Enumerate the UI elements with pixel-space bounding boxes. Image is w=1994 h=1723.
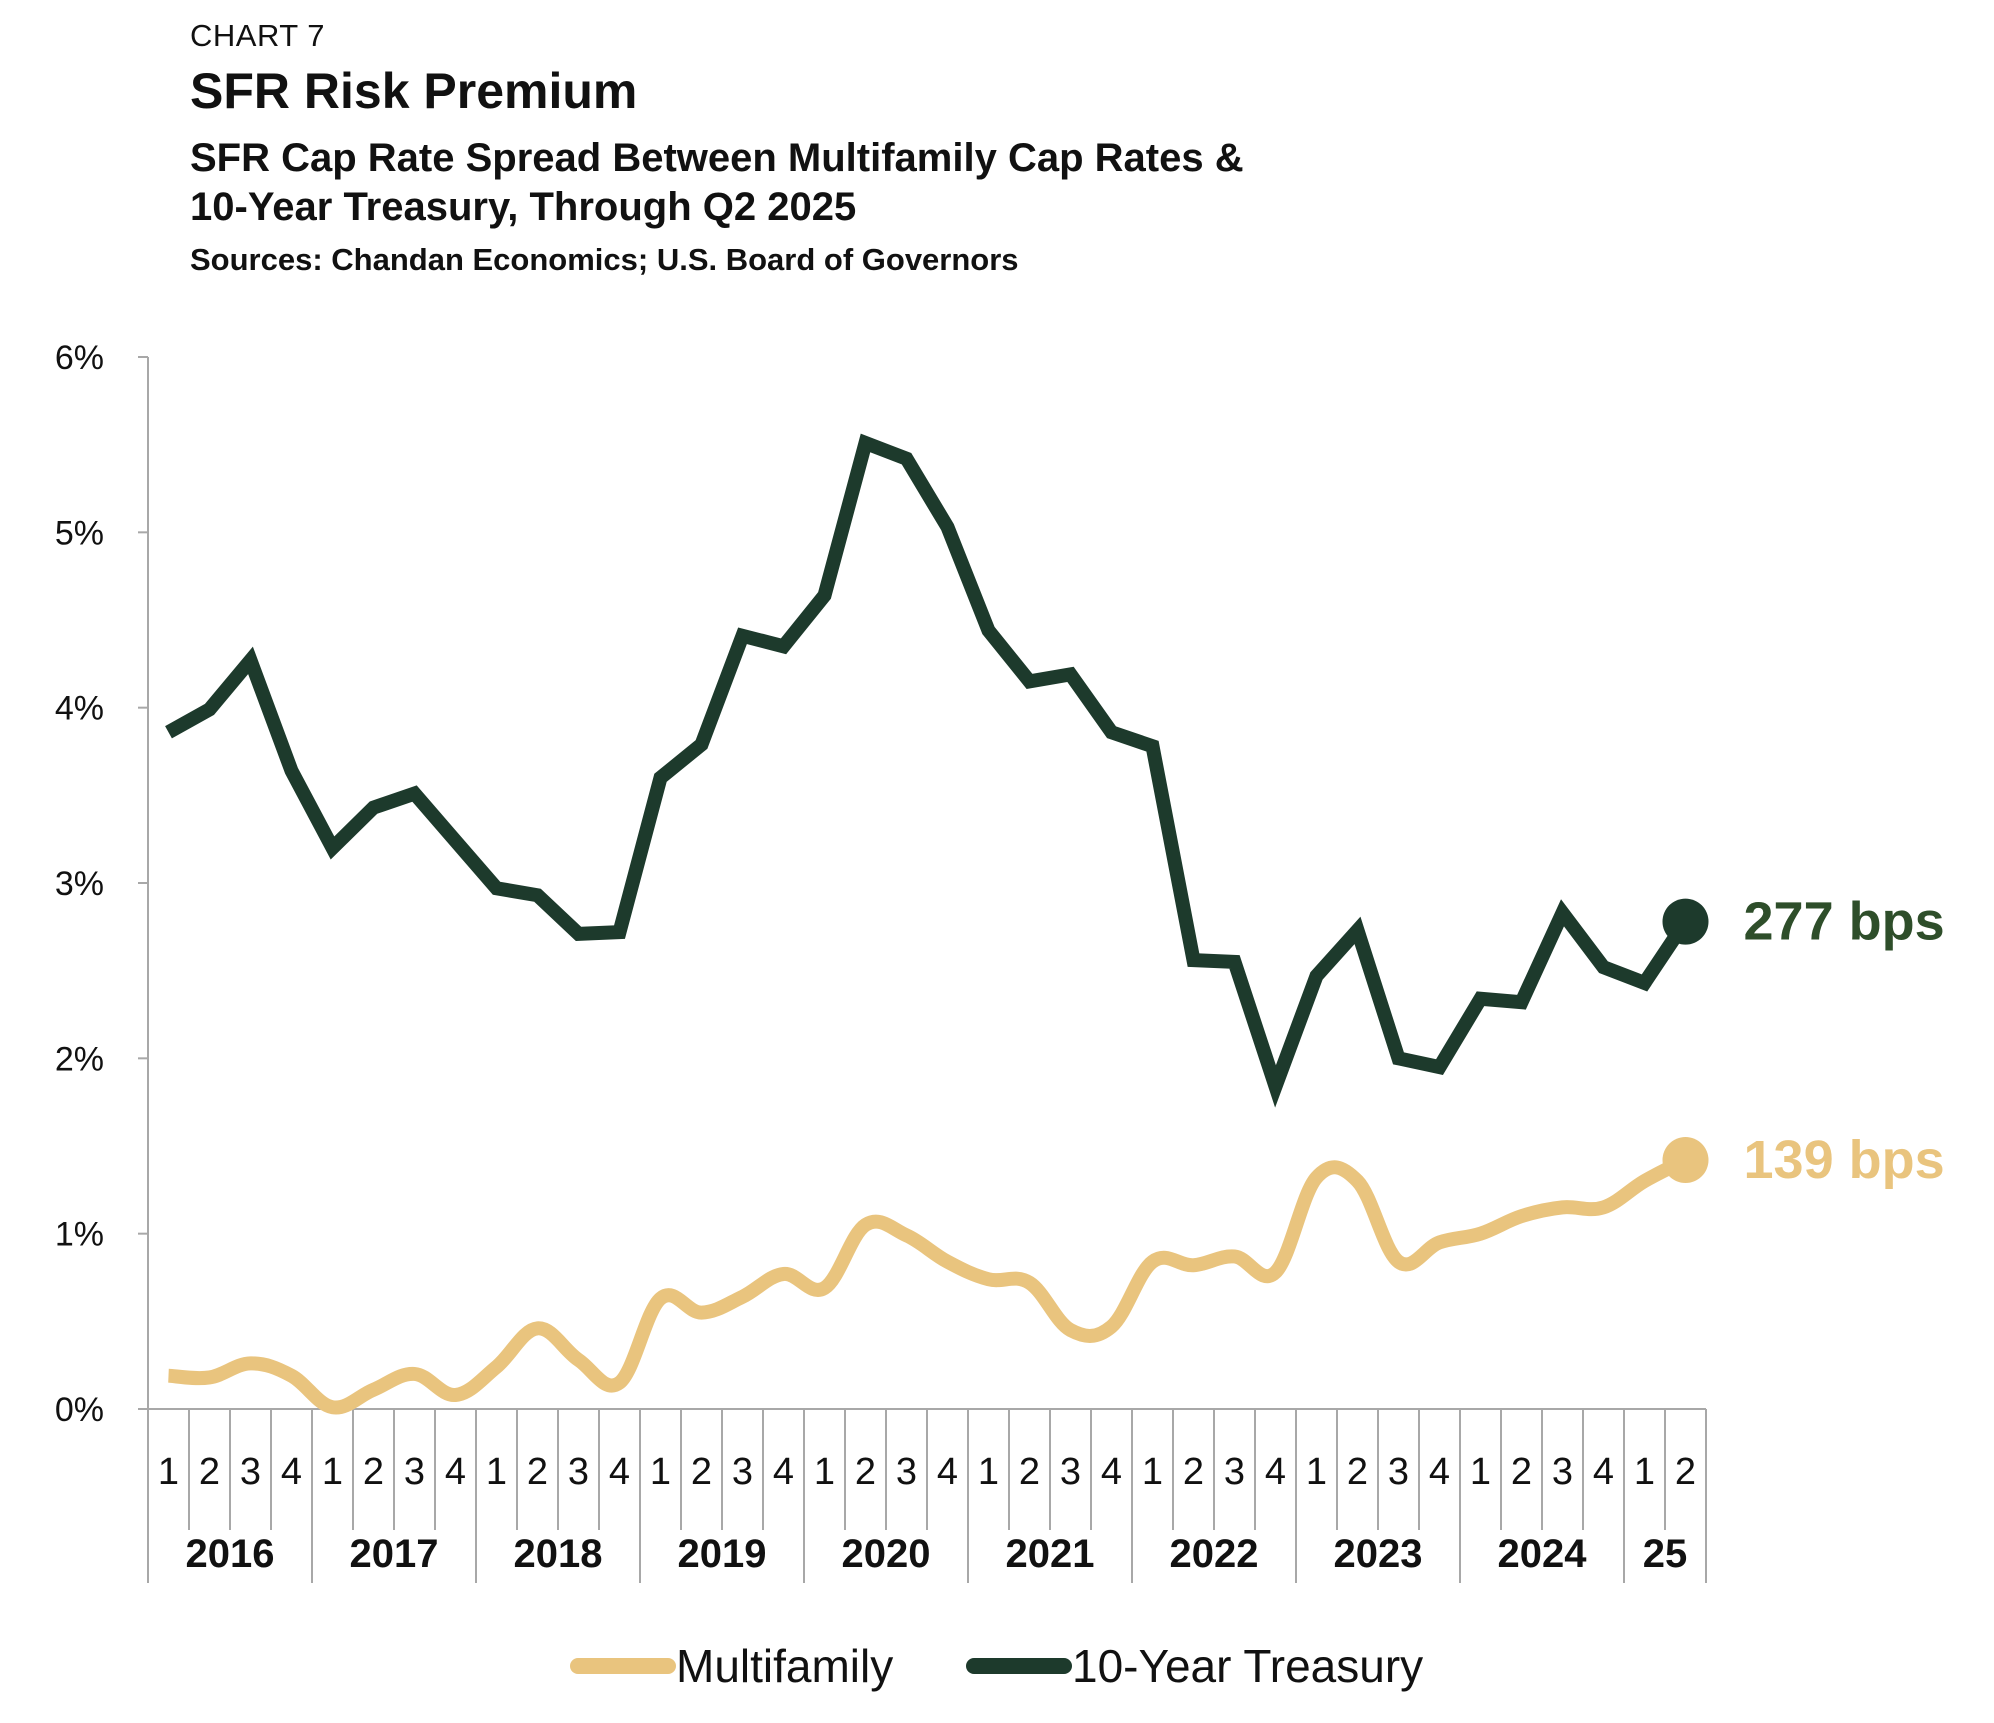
legend: Multifamily 10-Year Treasury bbox=[570, 1640, 1423, 1692]
x-quarter-label: 2 bbox=[691, 1451, 712, 1493]
x-year-label: 2021 bbox=[1006, 1532, 1095, 1576]
x-year-label: 25 bbox=[1643, 1532, 1688, 1576]
y-tick-label: 5% bbox=[55, 514, 104, 552]
end-label-multifamily: 139 bps bbox=[1744, 1130, 1945, 1190]
x-quarter-label: 1 bbox=[814, 1451, 835, 1493]
x-quarter-label: 1 bbox=[650, 1451, 671, 1493]
x-quarter-label: 4 bbox=[773, 1451, 794, 1493]
x-quarter-label: 4 bbox=[1593, 1451, 1614, 1493]
x-year-label: 2016 bbox=[186, 1532, 275, 1576]
x-year-label: 2017 bbox=[350, 1532, 439, 1576]
x-quarter-label: 1 bbox=[1306, 1451, 1327, 1493]
chart-source: Sources: Chandan Economics; U.S. Board o… bbox=[190, 241, 1019, 277]
x-quarter-label: 4 bbox=[1429, 1451, 1450, 1493]
y-tick-label: 4% bbox=[55, 690, 104, 728]
x-quarter-label: 4 bbox=[1265, 1451, 1286, 1493]
x-quarter-label: 2 bbox=[855, 1451, 876, 1493]
x-quarter-label: 3 bbox=[1060, 1451, 1081, 1493]
x-quarter-label: 2 bbox=[1511, 1451, 1532, 1493]
y-tick-label: 6% bbox=[55, 339, 104, 377]
x-quarter-label: 1 bbox=[978, 1451, 999, 1493]
x-quarter-label: 2 bbox=[363, 1451, 384, 1493]
x-quarter-label: 1 bbox=[1634, 1451, 1655, 1493]
chart-subtitle: SFR Cap Rate Spread Between Multifamily … bbox=[190, 134, 1490, 232]
x-quarter-label: 1 bbox=[322, 1451, 343, 1493]
x-quarter-label: 2 bbox=[199, 1451, 220, 1493]
x-year-label: 2020 bbox=[842, 1532, 931, 1576]
x-quarter-label: 3 bbox=[896, 1451, 917, 1493]
x-quarter-label: 3 bbox=[1224, 1451, 1245, 1493]
x-quarter-label: 2 bbox=[1675, 1451, 1696, 1493]
y-tick-label: 0% bbox=[55, 1391, 104, 1429]
x-quarter-label: 4 bbox=[445, 1451, 466, 1493]
x-year-label: 2019 bbox=[678, 1532, 767, 1576]
series-line-multifamily bbox=[167, 1153, 1689, 1415]
x-quarter-label: 3 bbox=[1388, 1451, 1409, 1493]
legend-label-treasury: 10-Year Treasury bbox=[1072, 1640, 1423, 1692]
x-quarter-label: 4 bbox=[281, 1451, 302, 1493]
x-quarter-label: 3 bbox=[732, 1451, 753, 1493]
chart-title: SFR Risk Premium bbox=[190, 63, 638, 119]
x-quarter-label: 3 bbox=[240, 1451, 261, 1493]
chart-subtitle-line-1: SFR Cap Rate Spread Between Multifamily … bbox=[190, 136, 1244, 180]
x-quarter-label: 4 bbox=[1101, 1451, 1122, 1493]
series-endpoint-10-year-treasury bbox=[1662, 898, 1709, 945]
x-quarter-label: 1 bbox=[158, 1451, 179, 1493]
x-year-label: 2018 bbox=[514, 1532, 603, 1576]
x-quarter-label: 3 bbox=[404, 1451, 425, 1493]
x-quarter-label: 1 bbox=[486, 1451, 507, 1493]
end-label-10-year-treasury: 277 bps bbox=[1744, 892, 1945, 952]
y-tick-label: 2% bbox=[55, 1040, 104, 1078]
x-year-label: 2024 bbox=[1498, 1532, 1588, 1576]
series-layer: 139 bps 277 bps bbox=[165, 433, 1945, 1415]
x-year-label: 2022 bbox=[1170, 1532, 1259, 1576]
series-line-10-year-treasury bbox=[165, 433, 1692, 1108]
x-quarter-label: 1 bbox=[1470, 1451, 1491, 1493]
x-quarter-label: 2 bbox=[1183, 1451, 1204, 1493]
x-quarter-label: 3 bbox=[568, 1451, 589, 1493]
x-quarter-label: 2 bbox=[1019, 1451, 1040, 1493]
x-year-label: 2023 bbox=[1334, 1532, 1423, 1576]
x-quarter-label: 3 bbox=[1552, 1451, 1573, 1493]
x-quarter-label: 4 bbox=[609, 1451, 630, 1493]
series-endpoint-multifamily bbox=[1662, 1137, 1709, 1184]
y-tick-label: 3% bbox=[55, 865, 104, 903]
legend-label-multifamily: Multifamily bbox=[676, 1640, 893, 1692]
chart-subtitle-line-2: 10-Year Treasury, Through Q2 2025 bbox=[190, 184, 857, 229]
x-quarter-label: 2 bbox=[527, 1451, 548, 1493]
x-quarter-label: 4 bbox=[937, 1451, 958, 1493]
x-quarter-label: 2 bbox=[1347, 1451, 1368, 1493]
x-quarter-label: 1 bbox=[1142, 1451, 1163, 1493]
chart-number: CHART 7 bbox=[190, 18, 326, 53]
chart-header: CHART 7 SFR Risk Premium SFR Cap Rate Sp… bbox=[190, 18, 1490, 278]
y-tick-label: 1% bbox=[55, 1216, 104, 1254]
axes: 0%1%2%3%4%5%6%1 2 3 4 1 2 3 4 1 2 3 4 1 2 3 4 1 2 3 4 1 2 3 4 1 2… bbox=[55, 339, 1707, 1583]
